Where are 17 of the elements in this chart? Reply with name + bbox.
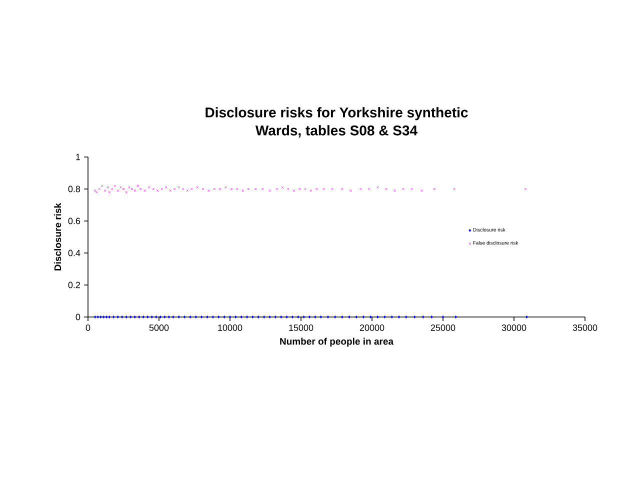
x-tick-label: 35000 [572,324,598,331]
x-tick-label: 30000 [502,324,526,331]
y-tick-label: 0.2 [68,282,80,288]
chart-title: Disclosure risks for Yorkshire synthetic Wards, tables S08 & S34 [206,107,468,138]
x-tick-label: 10000 [218,324,242,331]
y-tick-label: 0.4 [68,250,80,256]
y-tick-label: 1 [76,154,80,160]
y-tick-label: 0.6 [68,218,80,224]
x-tick-label: 25000 [430,324,456,331]
x-tick-label: 5000 [149,324,169,331]
y-tick-label: 0.8 [68,186,80,192]
x-tick-label: 0 [86,324,90,331]
x-tick-label: 15000 [289,324,314,331]
x-axis-title: Number of people in area [280,338,394,347]
y-tick-label: 0 [76,314,80,320]
y-axis-title: Disclosure risk [54,202,62,270]
x-tick-label: 20000 [360,324,384,331]
